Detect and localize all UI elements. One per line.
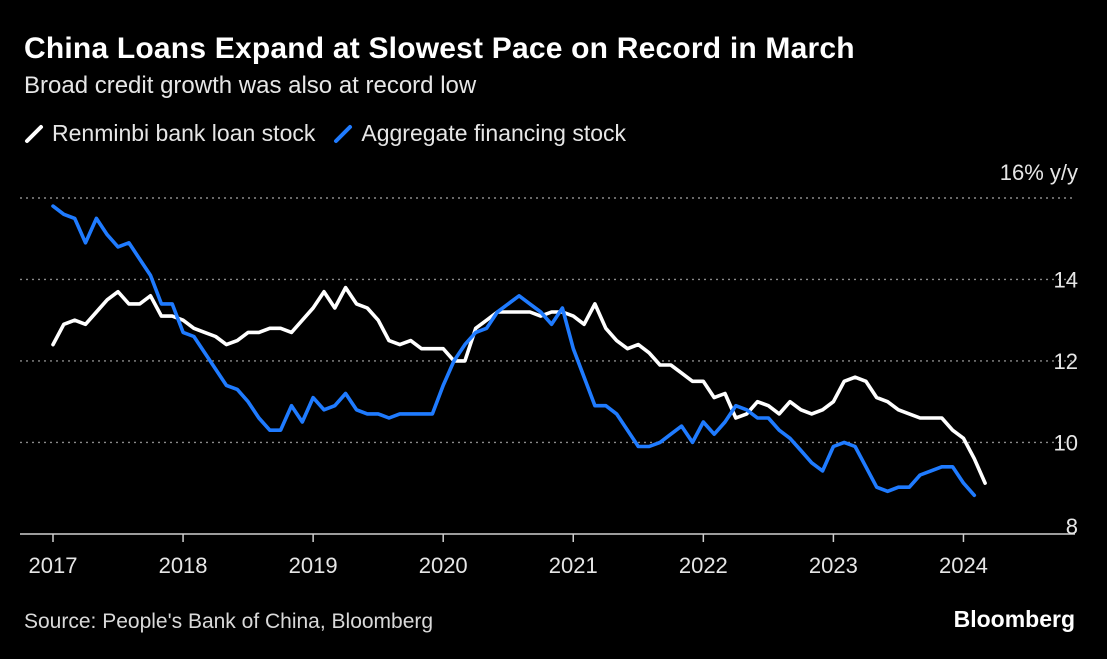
x-tick-label-2017: 2017 — [29, 553, 78, 578]
x-tick-label-2018: 2018 — [159, 553, 208, 578]
chart-subtitle: Broad credit growth was also at record l… — [24, 72, 477, 99]
x-tick-label-2024: 2024 — [939, 553, 988, 578]
source-note: Source: People's Bank of China, Bloomber… — [24, 610, 434, 633]
series-line-loan — [51, 285, 987, 485]
x-tick-label-2021: 2021 — [549, 553, 598, 578]
x-tick-label-2019: 2019 — [289, 553, 338, 578]
chart-title: China Loans Expand at Slowest Pace on Re… — [24, 32, 855, 65]
series-line-financing — [51, 204, 977, 498]
legend-item-loan: Renminbi bank loan stock — [24, 120, 315, 147]
legend-label-financing: Aggregate financing stock — [361, 120, 627, 146]
white-line-swatch-icon — [25, 124, 43, 143]
bloomberg-logo: Bloomberg — [953, 606, 1075, 632]
x-tick-label-2023: 2023 — [809, 553, 858, 578]
y-tick-label-10: 10 — [1054, 430, 1078, 455]
x-tick-label-2022: 2022 — [679, 553, 728, 578]
legend-item-financing: Aggregate financing stock — [333, 120, 626, 147]
x-tick-label-2020: 2020 — [419, 553, 468, 578]
y-tick-label-14: 14 — [1054, 267, 1078, 292]
y-tick-label-12: 12 — [1054, 349, 1078, 374]
legend: Renminbi bank loan stock Aggregate finan… — [24, 120, 644, 147]
legend-label-loan: Renminbi bank loan stock — [52, 120, 316, 146]
blue-line-swatch-icon — [334, 124, 353, 143]
y-tick-label-8: 8 — [1066, 514, 1078, 539]
y-tick-label-16: 16% y/y — [1000, 160, 1078, 185]
